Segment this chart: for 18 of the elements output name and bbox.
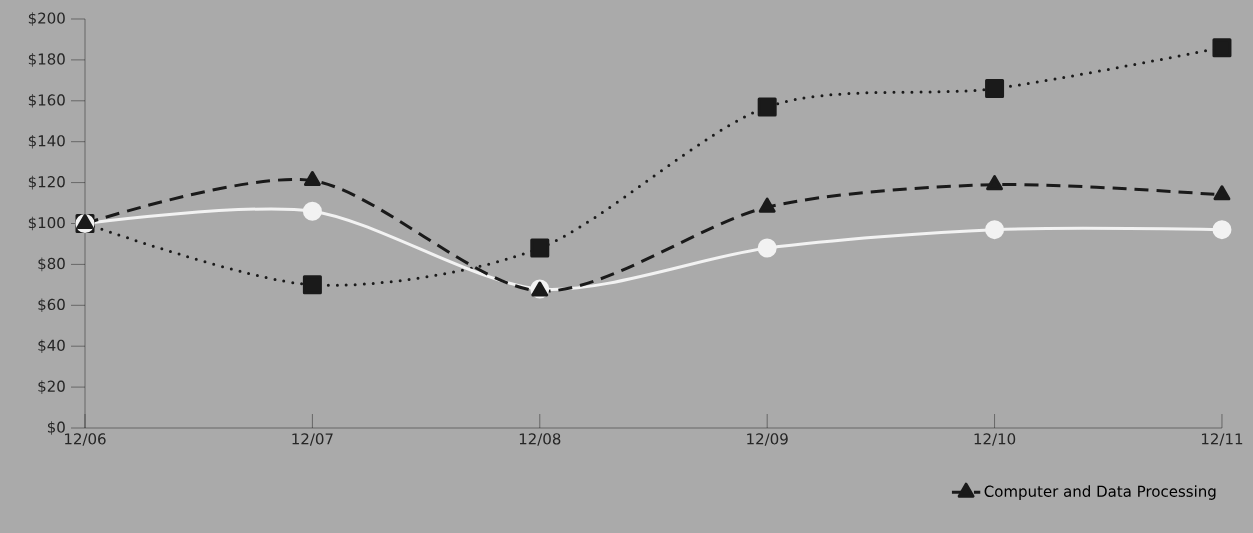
x-tick-label: 12/07	[292, 433, 333, 446]
x-tick-label: 12/06	[65, 433, 106, 446]
x-tick-label: 12/10	[974, 433, 1016, 446]
y-tick-label: $180	[28, 53, 65, 67]
y-tick-label: $20	[38, 380, 65, 394]
legend-label: Computer and Data Processing	[984, 485, 1216, 500]
y-tick-label: $140	[28, 134, 65, 149]
y-tick-label: $160	[28, 94, 65, 108]
y-tick-label: $120	[28, 175, 65, 190]
y-tick-label: $200	[28, 12, 65, 26]
y-tick-label: $40	[38, 339, 65, 353]
y-tick-label: $80	[38, 257, 65, 272]
y-tick-label: $60	[38, 298, 65, 313]
x-tick-label: 12/08	[519, 433, 561, 446]
x-tick-label: 12/11	[1201, 433, 1243, 446]
x-tick-label: 12/09	[747, 433, 788, 446]
y-tick-label: $100	[28, 216, 65, 231]
y-tick-label: $0	[47, 421, 65, 435]
